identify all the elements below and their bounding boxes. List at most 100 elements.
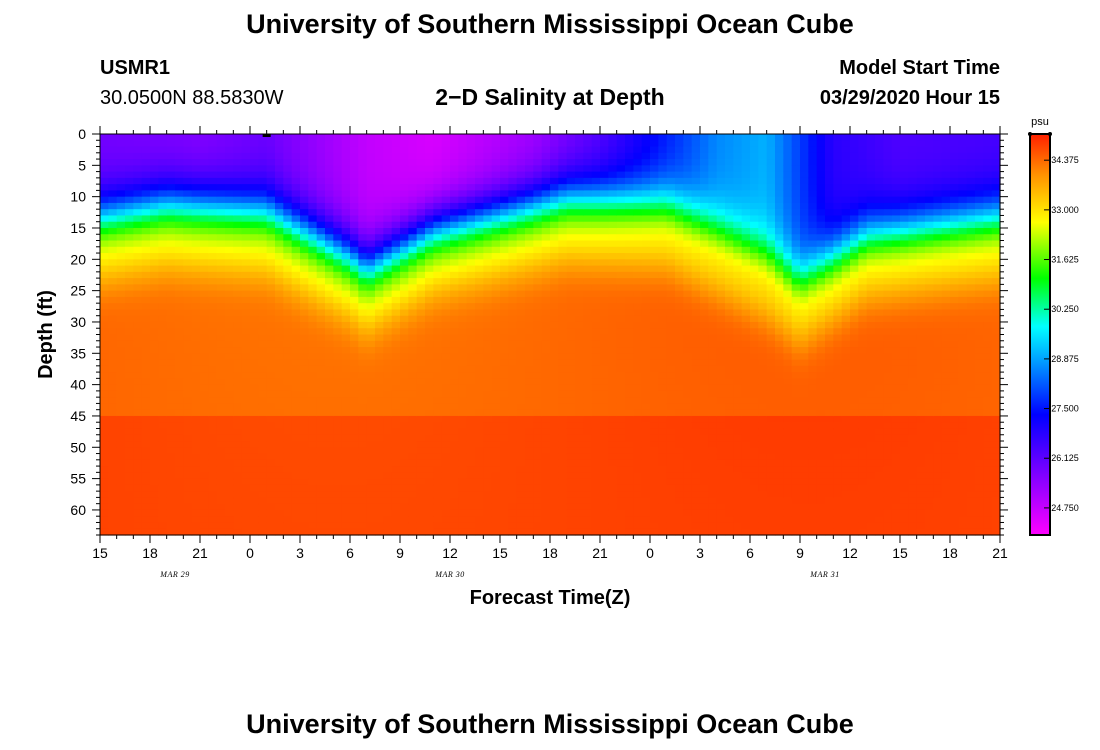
heatmap-cell xyxy=(350,472,359,480)
heatmap-cell xyxy=(533,309,543,317)
heatmap-cell xyxy=(733,353,743,361)
heatmap-cell xyxy=(733,359,743,367)
heatmap-cell xyxy=(583,434,593,442)
heatmap-cell xyxy=(708,259,718,267)
heatmap-cell xyxy=(391,240,401,248)
heatmap-cell xyxy=(591,453,601,461)
heatmap-cell xyxy=(208,259,218,267)
heatmap-cell xyxy=(208,390,218,398)
heatmap-cell xyxy=(291,347,301,354)
heatmap-cell xyxy=(500,497,509,505)
heatmap-cell xyxy=(116,171,126,179)
heatmap-cell xyxy=(208,378,218,386)
heatmap-cell xyxy=(233,215,243,223)
heatmap-cell xyxy=(125,265,134,273)
heatmap-cell xyxy=(258,365,268,373)
heatmap-cell xyxy=(691,509,701,517)
heatmap-cell xyxy=(150,146,159,154)
heatmap-cell xyxy=(433,321,443,329)
heatmap-cell xyxy=(416,491,426,499)
heatmap-cell xyxy=(533,447,543,455)
heatmap-cell xyxy=(241,134,251,141)
heatmap-cell xyxy=(508,221,518,229)
heatmap-cell xyxy=(208,441,218,448)
heatmap-cell xyxy=(191,159,201,166)
heatmap-cell xyxy=(158,184,168,191)
heatmap-cell xyxy=(441,328,451,336)
heatmap-cell xyxy=(233,328,243,336)
heatmap-cell xyxy=(350,334,359,342)
heatmap-cell xyxy=(141,265,151,273)
heatmap-cell xyxy=(583,284,593,292)
heatmap-cell xyxy=(708,409,718,417)
heatmap-cell xyxy=(391,453,401,461)
heatmap-cell xyxy=(375,296,384,304)
heatmap-cell xyxy=(533,278,543,285)
heatmap-cell xyxy=(591,390,601,398)
heatmap-cell xyxy=(483,491,493,499)
heatmap-cell xyxy=(150,459,159,467)
heatmap-cell xyxy=(291,159,301,166)
heatmap-cell xyxy=(566,497,576,505)
heatmap-cell xyxy=(191,491,201,499)
heatmap-cell xyxy=(516,259,526,267)
heatmap-cell xyxy=(216,190,226,198)
heatmap-cell xyxy=(425,227,434,235)
heatmap-cell xyxy=(291,284,301,292)
heatmap-cell xyxy=(408,491,418,499)
heatmap-cell xyxy=(333,184,343,191)
heatmap-cell xyxy=(191,466,201,473)
heatmap-cell xyxy=(491,359,501,367)
heatmap-cell xyxy=(200,390,209,398)
heatmap-cell xyxy=(650,321,659,329)
heatmap-cell xyxy=(616,434,626,442)
heatmap-cell xyxy=(491,522,501,530)
heatmap-cell xyxy=(591,347,601,354)
heatmap-cell xyxy=(216,353,226,361)
heatmap-cell xyxy=(391,516,401,524)
heatmap-cell xyxy=(725,409,734,417)
heatmap-cell xyxy=(333,441,343,448)
heatmap-cell xyxy=(158,453,168,461)
heatmap-cell xyxy=(191,409,201,417)
heatmap-cell xyxy=(416,347,426,354)
heatmap-cell xyxy=(658,466,668,473)
heatmap-cell xyxy=(141,290,151,298)
heatmap-cell xyxy=(183,422,193,430)
heatmap-cell xyxy=(641,196,651,204)
heatmap-cell xyxy=(650,409,659,417)
heatmap-cell xyxy=(125,134,134,141)
heatmap-cell xyxy=(233,428,243,436)
heatmap-cell xyxy=(691,472,701,480)
heatmap-cell xyxy=(475,234,484,242)
heatmap-cell xyxy=(733,134,743,141)
heatmap-cell xyxy=(150,171,159,179)
heatmap-cell xyxy=(108,353,118,361)
heatmap-cell xyxy=(575,516,584,524)
heatmap-cell xyxy=(383,271,393,279)
heatmap-cell xyxy=(333,146,343,154)
heatmap-cell xyxy=(341,509,351,517)
heatmap-cell xyxy=(533,478,543,486)
heatmap-cell xyxy=(158,415,168,423)
heatmap-cell xyxy=(250,422,259,430)
heatmap-cell xyxy=(516,215,526,223)
heatmap-cell xyxy=(141,528,151,536)
heatmap-cell xyxy=(450,328,459,336)
heatmap-cell xyxy=(366,290,376,298)
heatmap-cell xyxy=(508,484,518,492)
heatmap-cell xyxy=(366,378,376,386)
heatmap-cell xyxy=(700,165,709,173)
heatmap-cell xyxy=(458,491,468,499)
heatmap-cell xyxy=(150,365,159,373)
heatmap-cell xyxy=(150,202,159,210)
heatmap-cell xyxy=(466,134,476,141)
heatmap-cell xyxy=(150,334,159,342)
heatmap-cell xyxy=(675,290,684,298)
heatmap-cell xyxy=(450,347,459,354)
heatmap-cell xyxy=(525,434,534,442)
heatmap-cell xyxy=(250,303,259,311)
heatmap-cell xyxy=(466,221,476,229)
heatmap-cell xyxy=(541,353,551,361)
heatmap-cell xyxy=(166,478,176,486)
